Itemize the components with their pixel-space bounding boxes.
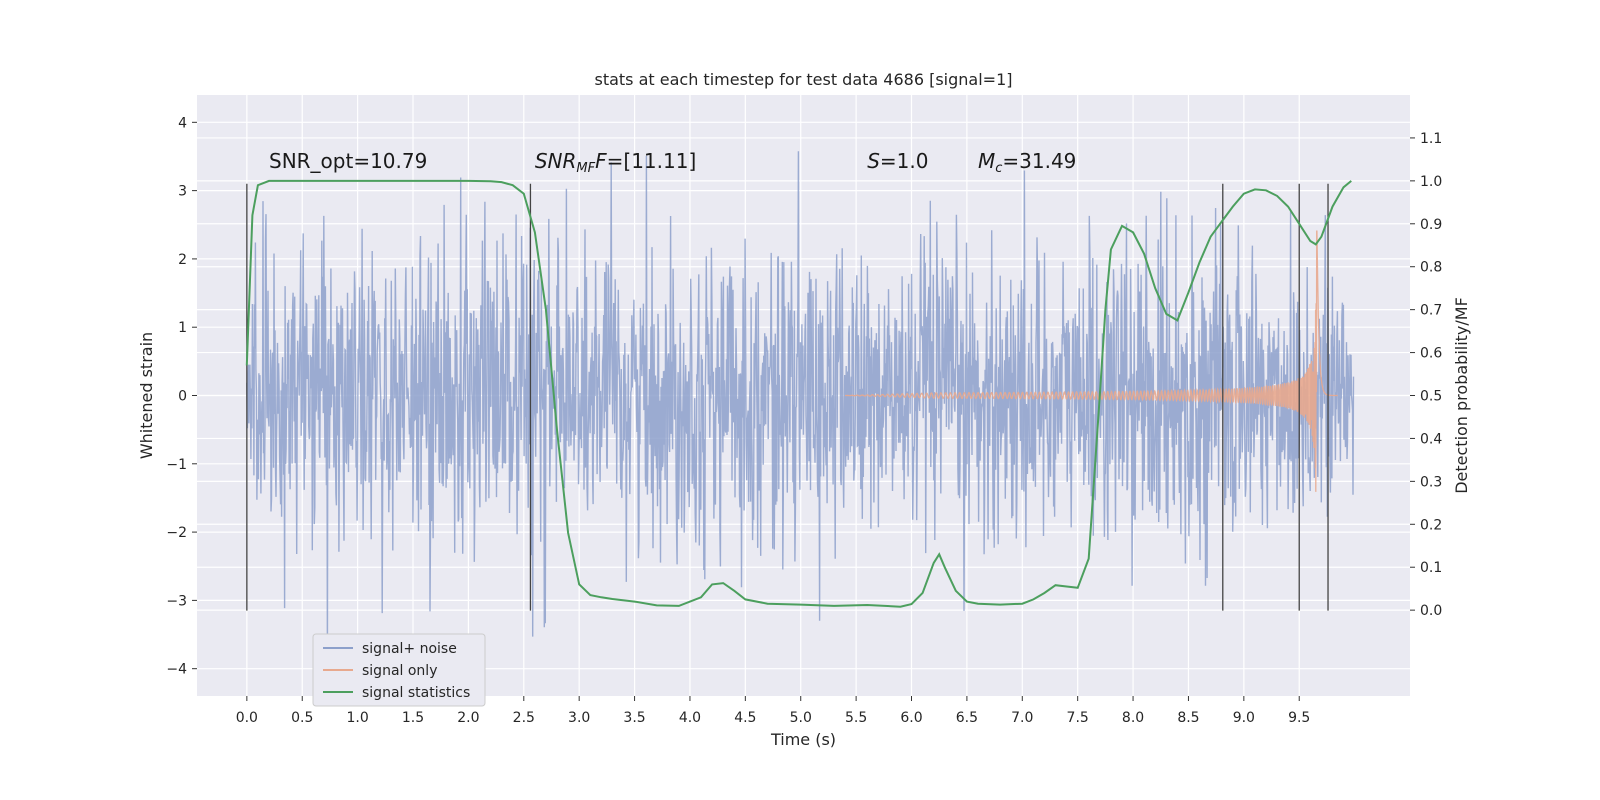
x-tick-label: 3.0 — [568, 710, 590, 726]
legend-label-signal-only: signal only — [362, 663, 437, 679]
x-tick-label: 3.5 — [623, 710, 645, 726]
marker-lines — [246, 183, 1329, 611]
x-tick-label: 9.0 — [1233, 710, 1255, 726]
annotation-mc: Mc=31.49 — [978, 149, 1076, 176]
series-signal-only — [845, 230, 1338, 492]
y-left-tick-label: −4 — [166, 662, 187, 678]
y-left-tick-label: −1 — [166, 457, 187, 473]
y-right-tick-label: 0.2 — [1420, 517, 1442, 533]
y-right-tick-label: 1.1 — [1420, 131, 1442, 147]
y-right-tick-label: 0.1 — [1420, 560, 1442, 576]
chart-title: stats at each timestep for test data 468… — [594, 70, 1012, 89]
signal-statistics-line — [245, 179, 1352, 608]
series-signal-noise — [246, 151, 1355, 666]
y-left-tick-label: 4 — [178, 115, 187, 131]
y-right-tick-label: 0.0 — [1420, 603, 1442, 619]
x-tick-label: 9.5 — [1288, 710, 1310, 726]
y-right-tick-label: 0.6 — [1420, 346, 1442, 362]
y-right-tick-label: 0.5 — [1420, 389, 1442, 405]
x-tick-label: 7.5 — [1067, 710, 1089, 726]
y-right-axis-label: Detection probability/MF — [1452, 297, 1471, 494]
legend-label-noise: signal+ noise — [362, 641, 457, 657]
legend-box — [312, 633, 486, 707]
x-axis-label: Time (s) — [770, 730, 836, 749]
annotation-s: S=1.0 — [867, 149, 928, 173]
x-tick-label: 6.0 — [900, 710, 922, 726]
y-right-tick-label: 1.0 — [1420, 174, 1442, 190]
y-left-tick-label: 3 — [178, 184, 187, 200]
y-left-axis-label: Whitened strain — [137, 332, 156, 459]
x-tick-label: 8.0 — [1122, 710, 1144, 726]
y-right-axis-ticks: 0.0 0.1 0.2 0.3 0.4 0.5 0.6 0.7 0.8 0.9 1.0 1.1 — [1410, 131, 1442, 619]
y-right-tick-label: 0.8 — [1420, 260, 1442, 276]
y-right-tick-label: 0.9 — [1420, 217, 1442, 233]
x-tick-label: 0.5 — [291, 710, 313, 726]
y-left-tick-label: −3 — [166, 593, 187, 609]
x-axis-ticks: 0.0 0.5 1.0 1.5 2.0 2.5 3.0 3.5 4.0 4.5 5.0 5.5 6.0 6… — [236, 696, 1310, 726]
y-right-tick-label: 0.3 — [1420, 474, 1442, 490]
x-tick-label: 8.5 — [1177, 710, 1199, 726]
legend: signal+ noise signal only signal statist… — [312, 633, 486, 707]
x-tick-label: 5.5 — [845, 710, 867, 726]
y-right-tick-label: 0.4 — [1420, 431, 1442, 447]
annotation-snr-opt: SNR_opt=10.79 — [269, 149, 427, 173]
x-tick-label: 4.5 — [734, 710, 756, 726]
series-signal-statistics — [245, 179, 1352, 608]
x-tick-label: 0.0 — [236, 710, 258, 726]
x-tick-label: 1.5 — [402, 710, 424, 726]
legend-label-statistics: signal statistics — [362, 685, 470, 701]
x-tick-label: 4.0 — [679, 710, 701, 726]
x-tick-label: 2.5 — [513, 710, 535, 726]
x-tick-label: 6.5 — [956, 710, 978, 726]
y-left-tick-label: 1 — [178, 320, 187, 336]
annotations: SNR_opt=10.79 SNRMFF=[11.11] S=1.0 Mc=31… — [269, 149, 1076, 176]
y-right-tick-label: 0.7 — [1420, 303, 1442, 319]
y-left-axis-ticks: −4 −3 −2 −1 0 1 2 3 4 — [166, 115, 197, 678]
signal-noise-line — [246, 151, 1355, 666]
y-left-tick-label: 2 — [178, 252, 187, 268]
x-tick-label: 2.0 — [457, 710, 479, 726]
annotation-snr-mf: SNRMFF=[11.11] — [535, 149, 696, 176]
x-tick-label: 1.0 — [346, 710, 368, 726]
x-tick-label: 5.0 — [790, 710, 812, 726]
signal-only-line — [845, 230, 1338, 492]
x-tick-label: 7.0 — [1011, 710, 1033, 726]
y-left-tick-label: 0 — [178, 389, 187, 405]
y-left-tick-label: −2 — [166, 525, 187, 541]
